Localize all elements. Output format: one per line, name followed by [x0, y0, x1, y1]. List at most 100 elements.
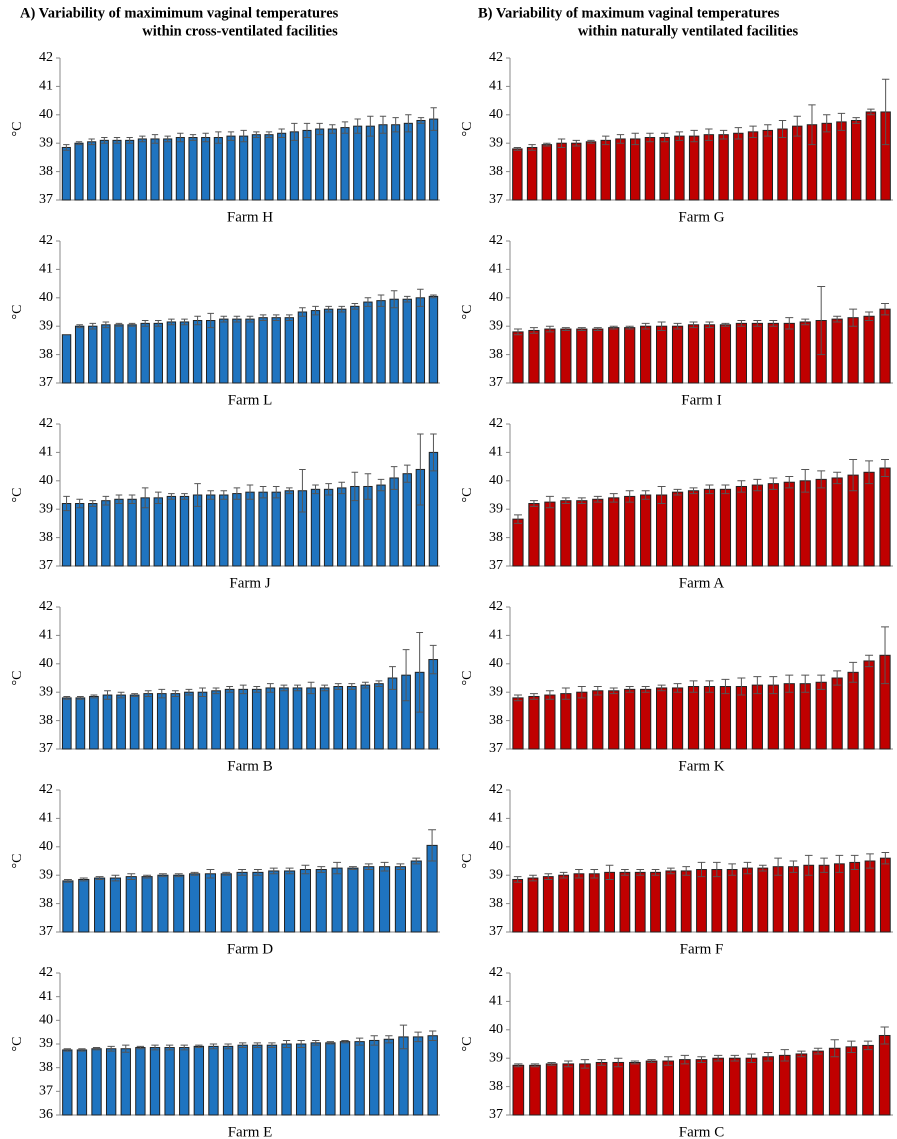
- bar: [529, 1064, 541, 1116]
- error-bar: [881, 302, 890, 316]
- error-bar: [712, 861, 721, 878]
- bar: [528, 329, 540, 384]
- bar: [863, 660, 875, 750]
- bar: [365, 125, 375, 201]
- error-bar: [207, 490, 214, 500]
- error-bar: [76, 498, 83, 509]
- bar: [137, 138, 147, 201]
- bar: [61, 697, 72, 750]
- error-bar: [850, 854, 859, 871]
- bar: [188, 137, 198, 201]
- error-bar: [690, 129, 698, 143]
- bar: [772, 866, 784, 933]
- error-bar: [713, 1054, 723, 1062]
- error-bar: [113, 137, 121, 144]
- error-bar: [513, 514, 522, 524]
- bar: [512, 697, 524, 750]
- error-bar: [428, 829, 437, 862]
- bar: [579, 1063, 591, 1116]
- error-bar: [747, 1053, 756, 1063]
- y-tick-label: 42: [39, 233, 53, 248]
- error-bar: [325, 483, 332, 496]
- bar: [120, 1048, 131, 1116]
- error-bar: [334, 683, 342, 690]
- error-bar: [817, 674, 826, 690]
- bar: [127, 324, 137, 384]
- error-bar: [268, 1042, 276, 1049]
- bar: [634, 871, 646, 933]
- error-bar: [238, 869, 247, 876]
- error-bar: [115, 494, 123, 505]
- error-bar: [131, 693, 139, 697]
- error-bar: [593, 327, 602, 331]
- error-bar: [338, 305, 345, 313]
- bar: [232, 318, 242, 384]
- y-tick-label: 38: [489, 347, 503, 362]
- bar: [412, 1036, 424, 1116]
- x-axis-label: Farm J: [229, 575, 270, 591]
- error-bar: [763, 1052, 773, 1062]
- error-bar: [259, 314, 267, 322]
- error-bar: [737, 677, 746, 696]
- bar: [156, 693, 167, 750]
- error-bar: [122, 1044, 130, 1053]
- bar: [512, 878, 524, 933]
- bar: [378, 124, 388, 201]
- bar: [166, 495, 177, 567]
- bar: [339, 1041, 351, 1116]
- error-bar: [808, 104, 816, 146]
- bar: [310, 310, 321, 384]
- error-bar: [631, 132, 639, 146]
- y-tick-label: 39: [39, 867, 53, 882]
- error-bar: [513, 328, 522, 336]
- bar: [173, 874, 185, 933]
- error-bar: [351, 302, 359, 310]
- bar: [402, 473, 412, 567]
- error-bar: [240, 129, 247, 143]
- bar: [208, 1045, 219, 1116]
- bar: [271, 491, 281, 567]
- y-tick-label: 40: [39, 290, 53, 305]
- bar: [847, 671, 859, 750]
- error-bar: [104, 690, 111, 700]
- bar: [327, 128, 337, 201]
- bar: [192, 320, 203, 384]
- error-bar: [673, 322, 682, 330]
- y-axis-label: °C: [10, 671, 25, 686]
- bar: [284, 490, 295, 567]
- bar: [528, 695, 540, 750]
- y-tick-label: 41: [39, 989, 53, 1004]
- bar: [325, 1042, 336, 1116]
- bar: [560, 500, 572, 567]
- error-bar: [194, 315, 201, 326]
- error-bar: [416, 632, 424, 713]
- bar: [544, 328, 556, 384]
- error-bar: [609, 493, 618, 503]
- bar: [733, 132, 744, 201]
- bar: [91, 1048, 102, 1116]
- error-bar: [529, 874, 537, 882]
- y-tick-label: 37: [489, 924, 503, 939]
- bar: [252, 1044, 263, 1116]
- bar: [712, 1057, 724, 1116]
- error-bar: [721, 678, 730, 695]
- bar: [376, 484, 386, 567]
- bar: [268, 870, 280, 933]
- y-axis-label: °C: [460, 854, 475, 869]
- error-bar: [590, 869, 599, 879]
- bar: [512, 1064, 525, 1116]
- error-bar: [117, 691, 125, 699]
- error-bar: [804, 854, 813, 876]
- bar: [703, 488, 716, 567]
- error-bar: [63, 495, 70, 512]
- y-tick-label: 37: [489, 741, 503, 756]
- bar: [61, 503, 72, 567]
- bar: [238, 688, 249, 750]
- bar: [62, 1049, 73, 1116]
- bar: [297, 311, 308, 384]
- y-tick-label: 41: [489, 262, 503, 277]
- error-bar: [143, 874, 152, 879]
- y-tick-label: 41: [489, 628, 503, 643]
- bar: [346, 686, 357, 750]
- error-bar: [233, 487, 241, 500]
